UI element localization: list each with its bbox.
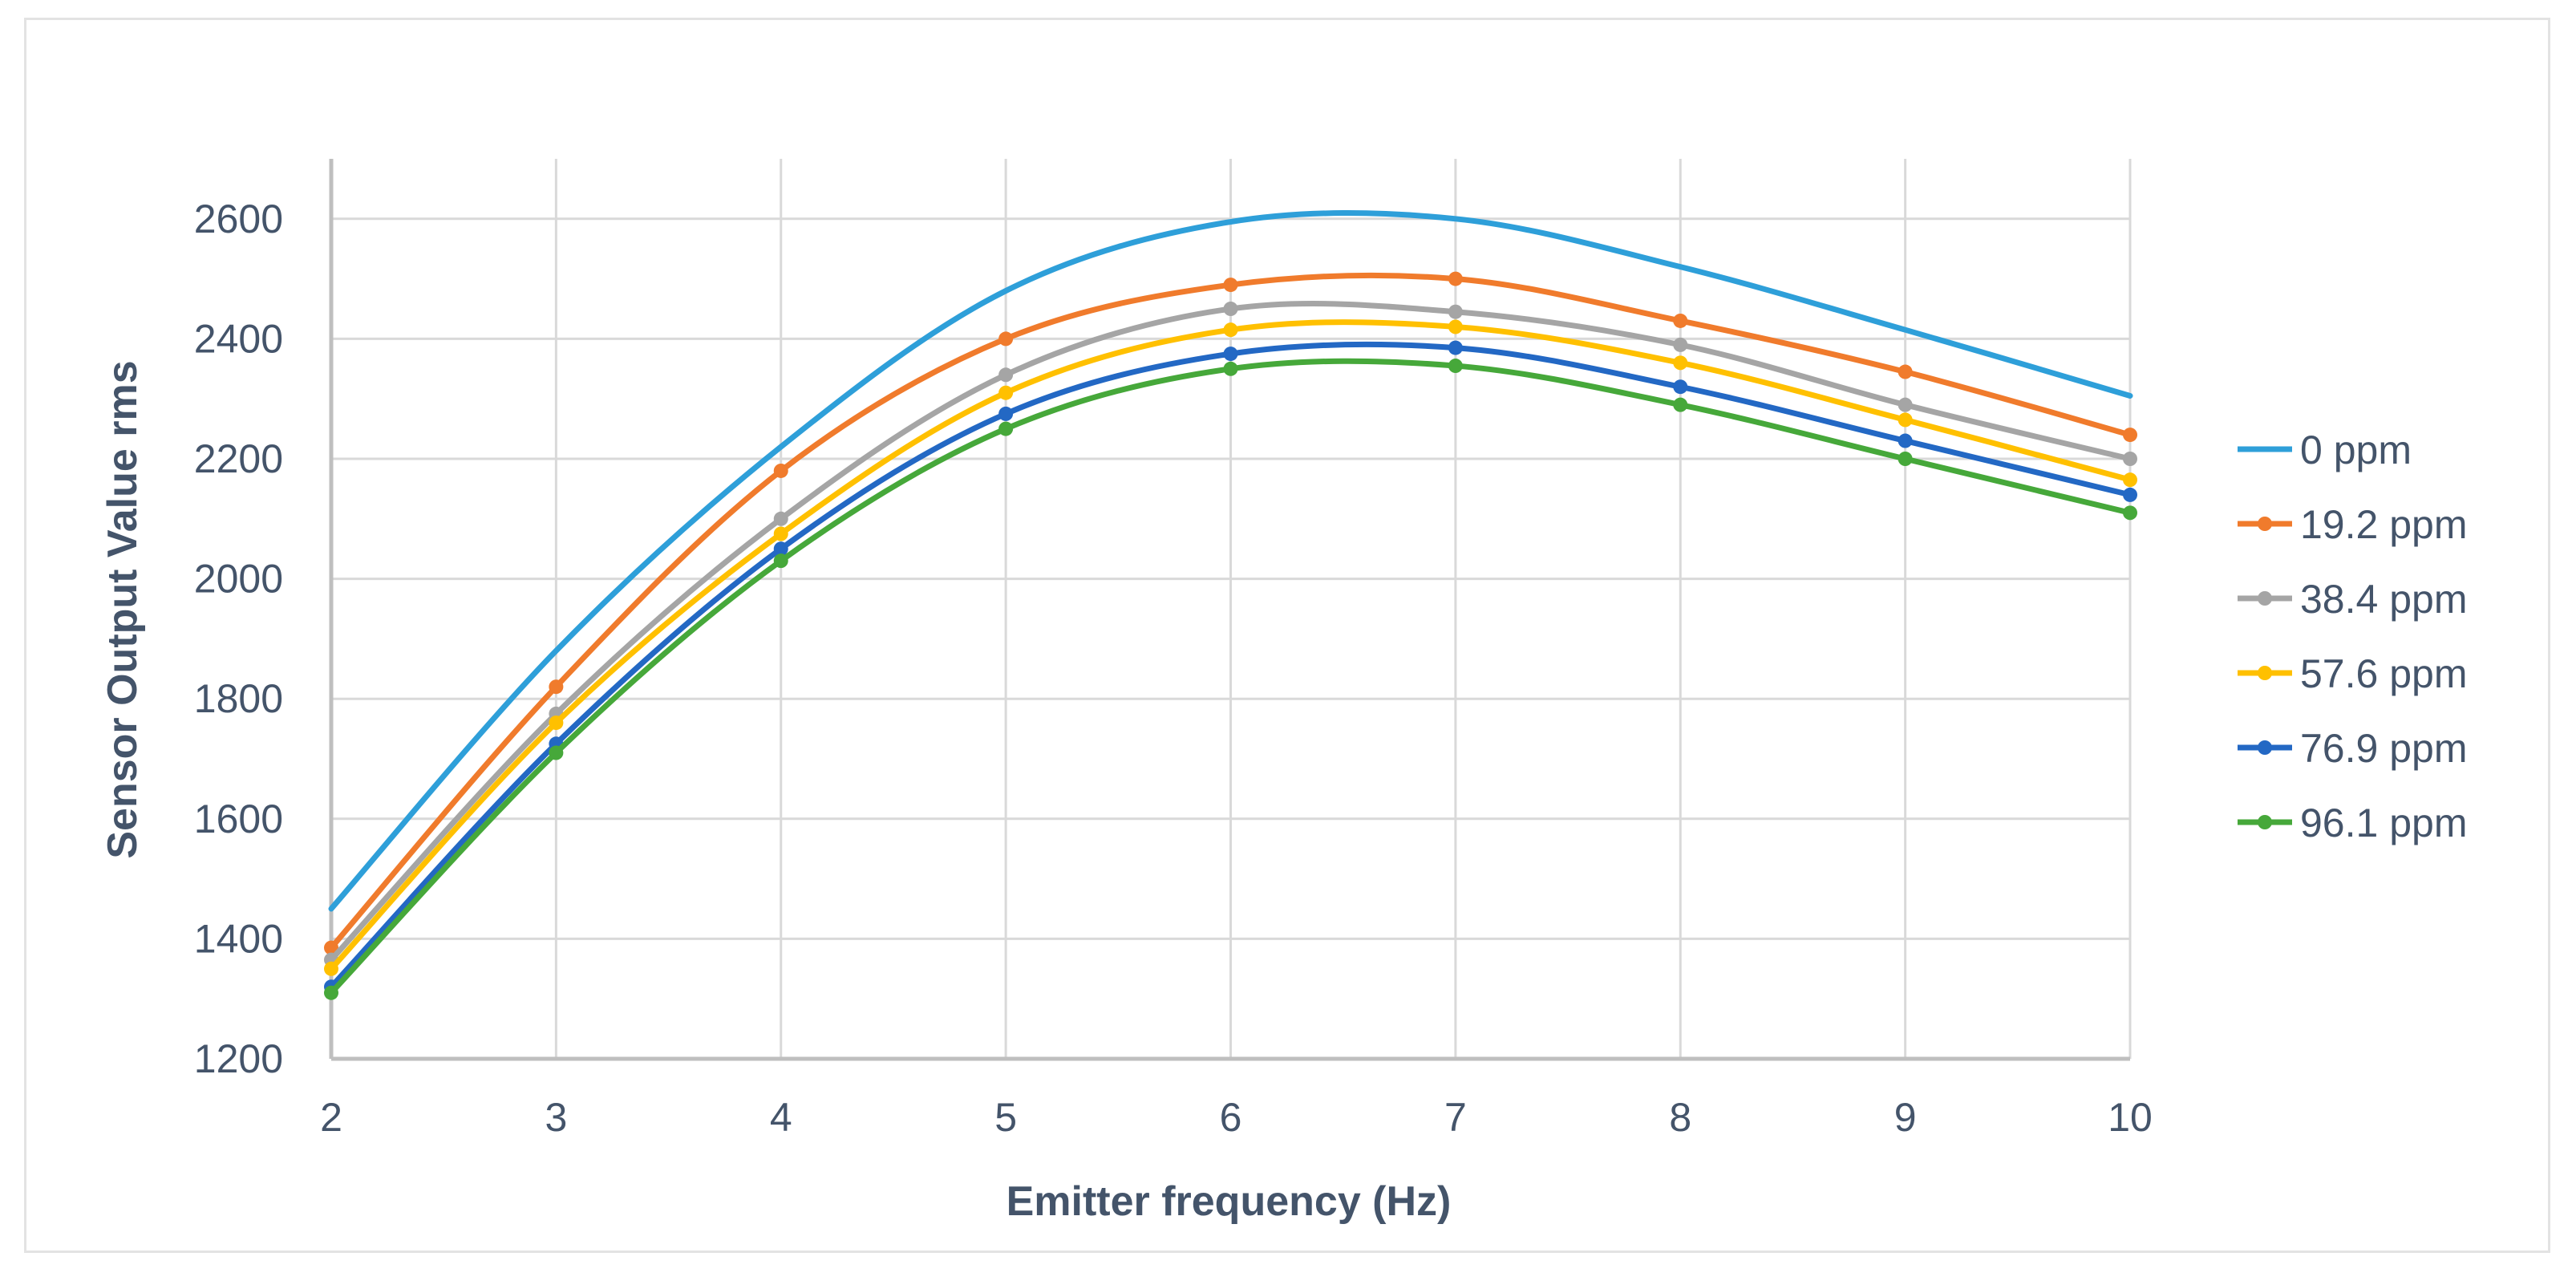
legend-label: 0 ppm xyxy=(2300,428,2412,472)
y-tick-label: 2200 xyxy=(194,436,283,481)
x-tick-labels: 2 3 4 5 6 7 8 9 10 xyxy=(320,1095,2153,1140)
data-point xyxy=(324,961,338,976)
data-point xyxy=(773,526,788,541)
data-point xyxy=(2123,428,2137,443)
y-tick-label: 1200 xyxy=(194,1036,283,1081)
data-point xyxy=(1448,304,1463,319)
data-point xyxy=(1448,340,1463,355)
data-point xyxy=(998,385,1014,400)
data-point xyxy=(773,463,788,478)
data-point xyxy=(1673,313,1688,328)
data-point xyxy=(1673,355,1688,371)
data-point xyxy=(998,406,1014,421)
series-line xyxy=(328,210,2133,912)
legend-label: 57.6 ppm xyxy=(2300,651,2467,696)
legend-item: 38.4 ppm xyxy=(2238,577,2467,622)
data-point xyxy=(2123,472,2137,488)
data-point xyxy=(1673,397,1688,412)
data-point xyxy=(1448,271,1463,286)
data-point xyxy=(549,679,564,695)
x-tick-label: 3 xyxy=(545,1095,567,1140)
legend-label: 76.9 ppm xyxy=(2300,726,2467,771)
data-point xyxy=(1448,359,1463,374)
series-layer xyxy=(324,210,2137,1000)
data-point xyxy=(998,421,1014,436)
series-96-1-ppm xyxy=(324,358,2137,1000)
series-line xyxy=(328,300,2133,963)
data-point xyxy=(1448,319,1463,334)
legend-marker xyxy=(2258,740,2272,755)
data-point xyxy=(324,940,338,955)
data-point xyxy=(2123,487,2137,502)
legend-item: 0 ppm xyxy=(2238,428,2412,472)
data-point xyxy=(1898,364,1913,379)
legend-item: 19.2 ppm xyxy=(2238,502,2467,547)
data-point xyxy=(2123,452,2137,466)
x-tick-label: 4 xyxy=(770,1095,792,1140)
x-tick-label: 2 xyxy=(320,1095,342,1140)
x-tick-label: 9 xyxy=(1894,1095,1917,1140)
legend-marker xyxy=(2258,517,2272,531)
data-point xyxy=(1223,347,1238,362)
y-tick-label: 1600 xyxy=(194,797,283,841)
legend-label: 96.1 ppm xyxy=(2300,801,2467,845)
data-point xyxy=(1223,322,1238,338)
data-point xyxy=(998,367,1014,383)
x-axis-title: Emitter frequency (Hz) xyxy=(1007,1178,1452,1225)
data-point xyxy=(1673,379,1688,395)
legend-item: 96.1 ppm xyxy=(2238,801,2467,845)
legend-marker xyxy=(2258,591,2272,606)
data-point xyxy=(1223,278,1238,293)
legend-marker xyxy=(2258,815,2272,829)
series-line xyxy=(328,319,2133,972)
y-tick-label: 2600 xyxy=(194,197,283,241)
gridlines xyxy=(330,159,2132,1059)
legend-item: 76.9 ppm xyxy=(2238,726,2467,771)
series-line xyxy=(328,272,2133,951)
data-point xyxy=(773,553,788,569)
data-point xyxy=(773,511,788,526)
series-57-6-ppm xyxy=(324,319,2137,976)
data-point xyxy=(1673,337,1688,352)
series-line xyxy=(328,341,2133,990)
series-38-4-ppm xyxy=(324,300,2137,967)
y-tick-label: 2000 xyxy=(194,557,283,602)
legend-marker xyxy=(2258,666,2272,680)
x-tick-label: 8 xyxy=(1669,1095,1691,1140)
series-19-2-ppm xyxy=(324,271,2137,955)
data-point xyxy=(1223,361,1238,376)
legend-label: 38.4 ppm xyxy=(2300,577,2467,622)
y-axis-title: Sensor Output Value rms xyxy=(99,360,146,858)
data-point xyxy=(1898,452,1913,466)
series-0-ppm xyxy=(328,210,2133,912)
data-point xyxy=(773,541,788,557)
y-tick-label: 1400 xyxy=(194,916,283,961)
data-point xyxy=(549,745,564,760)
data-point xyxy=(1223,302,1238,316)
y-tick-labels: 1200 1400 1600 1800 2000 2200 2400 2600 xyxy=(194,197,283,1081)
data-point xyxy=(1898,397,1913,412)
y-tick-label: 1800 xyxy=(194,676,283,721)
x-tick-label: 10 xyxy=(2108,1095,2153,1140)
data-point xyxy=(998,331,1014,347)
x-tick-label: 6 xyxy=(1220,1095,1242,1140)
data-point xyxy=(549,715,564,731)
legend-label: 19.2 ppm xyxy=(2300,502,2467,547)
y-tick-label: 2400 xyxy=(194,316,283,361)
legend: 0 ppm 19.2 ppm 38.4 ppm 57.6 ppm 76.9 ppm 96.… xyxy=(2238,428,2467,845)
series-line xyxy=(328,358,2133,996)
data-point xyxy=(2123,505,2137,521)
x-tick-label: 5 xyxy=(994,1095,1017,1140)
x-tick-label: 7 xyxy=(1444,1095,1467,1140)
legend-item: 57.6 ppm xyxy=(2238,651,2467,696)
data-point xyxy=(1898,433,1913,448)
data-point xyxy=(324,985,338,1000)
data-point xyxy=(1898,412,1913,428)
